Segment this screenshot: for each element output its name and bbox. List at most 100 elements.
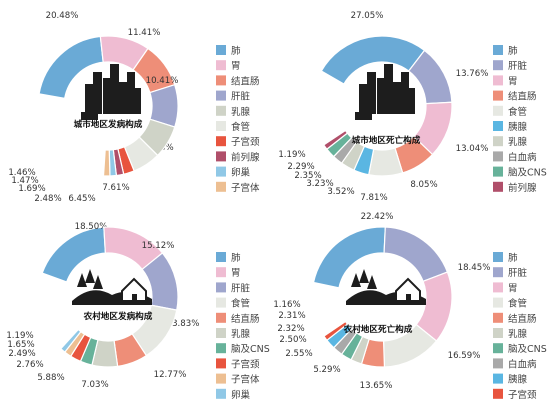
legend-label: 脑及CNS: [508, 343, 547, 355]
legend-swatch: [493, 358, 503, 369]
legend-swatch: [216, 75, 226, 86]
legend-label: 乳腺: [508, 136, 528, 148]
building-icon: [393, 82, 401, 114]
legend-label: 结直肠: [231, 313, 260, 325]
slice-value-label: 2.32%: [277, 324, 304, 334]
legend-label: 胃: [508, 283, 518, 294]
slice-value-label: 2.35%: [294, 171, 321, 181]
legend-swatch: [493, 45, 503, 55]
legend-swatch: [493, 136, 503, 147]
slice-value-label: 3.23%: [306, 179, 333, 189]
building-icon: [119, 82, 127, 114]
slice-value-label: 7.61%: [102, 183, 129, 193]
tree-icon: [367, 275, 377, 289]
donut-chart-1: 20.48%11.41%10.41%9.78%7.61%6.45%2.48%1.…: [8, 11, 260, 204]
chart-title: 城市地区发病构成: [74, 118, 143, 130]
legend-label: 乳腺: [231, 328, 251, 340]
slice-value-label: 5.29%: [313, 365, 340, 375]
legend-swatch: [493, 151, 503, 162]
donut-chart-3: 18.50% 15.12% 13.83% 12.77% 7.03% 5.88% 2.76%2…: [6, 222, 269, 401]
slice-value-label: 7.81%: [360, 193, 387, 203]
slice-value-label: 6.45%: [68, 194, 95, 204]
house-door-icon: [132, 294, 137, 301]
legend-label: 肝脏: [231, 282, 251, 294]
legend-label: 白血病: [508, 358, 537, 370]
legend-swatch: [493, 105, 503, 116]
legend-swatch: [216, 151, 226, 162]
legend-label: 前列腺: [508, 182, 537, 194]
legend-swatch: [216, 90, 226, 101]
legend-swatch: [493, 388, 503, 399]
legend-swatch: [216, 312, 226, 323]
tree-icon: [351, 273, 361, 287]
slice-value-label: 1.47%: [11, 176, 38, 186]
legend-label: 子宫颈: [231, 136, 260, 148]
slice-value-label: 1.65%: [7, 340, 34, 350]
legend-swatch: [493, 181, 503, 192]
legend-swatch: [493, 166, 503, 177]
tree-icon: [93, 275, 103, 289]
slice-value-label: 5.88%: [37, 373, 64, 383]
tree-icon: [359, 269, 369, 283]
tree-icon: [85, 269, 95, 283]
building-icon: [384, 64, 393, 114]
legend-swatch: [493, 60, 503, 71]
donut-slice-肝脏: [383, 226, 449, 283]
legend-label: 肺: [231, 46, 241, 57]
slice-value-label: 11.41%: [128, 28, 161, 38]
slice-value-label: 15.12%: [142, 241, 175, 251]
legend-swatch: [216, 388, 226, 399]
building-icon: [110, 64, 119, 114]
chart-title: 城市地区死亡构成: [352, 134, 421, 146]
legend-label: 胃: [508, 76, 518, 87]
building-icon: [85, 84, 93, 114]
slice-value-label: 2.55%: [285, 349, 312, 359]
slice-value-label: 10.41%: [146, 76, 179, 86]
legend-label: 脑及CNS: [231, 343, 270, 355]
legend-label: 食管: [508, 106, 527, 118]
legend-label: 胃: [231, 268, 241, 279]
legend-swatch: [216, 45, 226, 55]
slice-value-label: 1.19%: [278, 150, 305, 160]
donut-slice-子宫体: [102, 149, 111, 177]
chart-title: 农村地区发病构成: [83, 310, 153, 322]
building-icon: [401, 72, 409, 114]
legend-label: 乳腺: [508, 328, 528, 340]
legend-swatch: [493, 282, 503, 293]
building-icon: [93, 72, 102, 114]
legend-label: 肺: [231, 253, 241, 264]
slice-value-label: 13.65%: [360, 381, 393, 391]
slice-value-label: 13.76%: [456, 69, 489, 79]
building-icon: [377, 78, 384, 114]
donut-slice-子宫颈: [323, 320, 349, 342]
slice-value-label: 2.76%: [16, 360, 43, 370]
slice-value-label: 20.48%: [46, 11, 79, 21]
legend-swatch: [493, 267, 503, 278]
slice-value-label: 22.42%: [361, 212, 394, 222]
legend-label: 胃: [231, 61, 241, 72]
legend-label: 食管: [231, 121, 250, 133]
legend-label: 结直肠: [508, 91, 537, 103]
legend-label: 脑及CNS: [508, 167, 547, 179]
legend-label: 结直肠: [231, 75, 260, 87]
building-icon: [103, 78, 110, 114]
legend-label: 肝脏: [508, 267, 528, 279]
legend-swatch: [216, 121, 226, 131]
truck-cab-icon: [367, 114, 372, 120]
donut-slice-卵巢: [59, 328, 82, 353]
legend-label: 结直肠: [508, 313, 537, 325]
legend-label: 胰腺: [508, 374, 528, 386]
slice-value-label: 2.29%: [287, 162, 314, 172]
house-door-icon: [406, 294, 411, 301]
slice-value-label: 1.16%: [273, 300, 300, 310]
legend-label: 卵巢: [231, 389, 251, 401]
legend-swatch: [493, 121, 503, 131]
legend-swatch: [493, 297, 503, 308]
legend-swatch: [216, 60, 226, 71]
legend-label: 食管: [231, 298, 250, 310]
legend-swatch: [493, 90, 503, 101]
house-icon: [121, 277, 147, 302]
legend-label: 乳腺: [231, 106, 251, 118]
legend-swatch: [216, 136, 226, 147]
